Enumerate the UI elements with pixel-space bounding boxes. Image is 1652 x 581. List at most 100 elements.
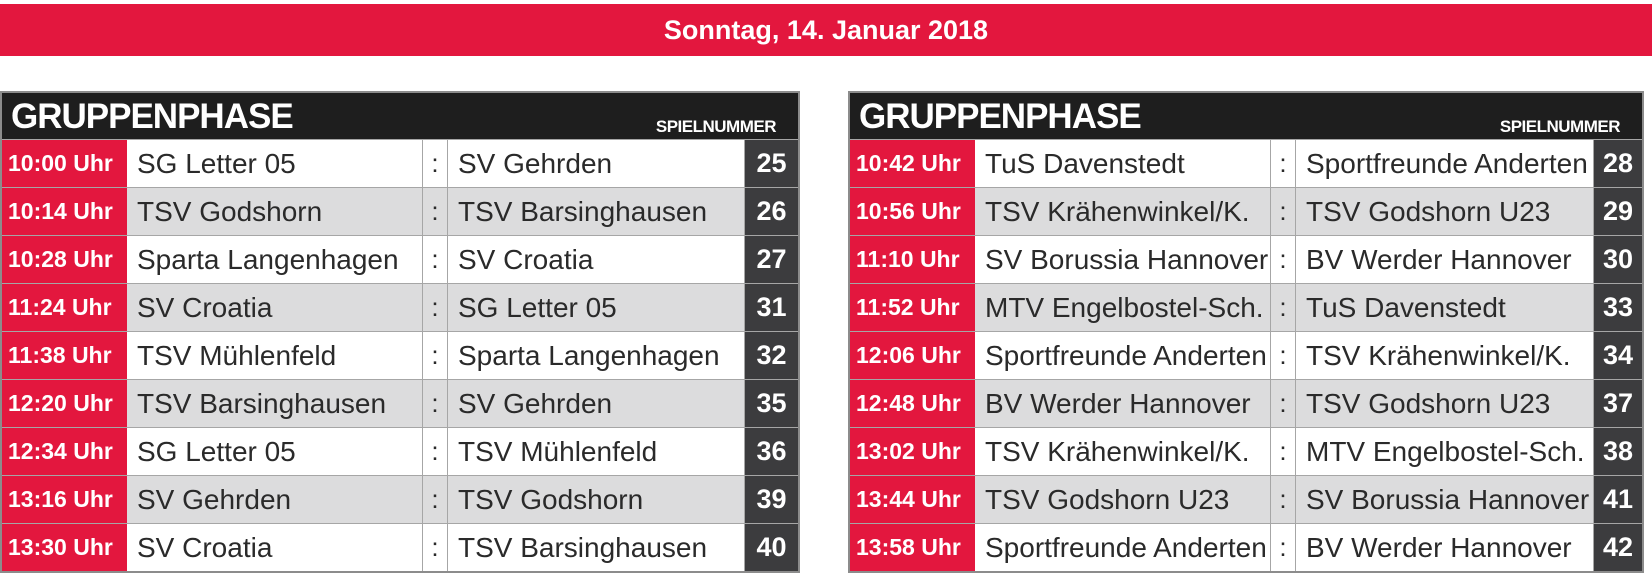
- table-row: 12:48 Uhr BV Werder Hannover: TSV Godshorn…: [850, 379, 1642, 427]
- score-separator: :: [1270, 236, 1296, 283]
- match-time: 13:58 Uhr: [850, 524, 975, 571]
- home-team: Sportfreunde Anderten: [985, 531, 1267, 563]
- match-time: 13:30 Uhr: [2, 524, 127, 571]
- schedule-table-right: GRUPPENPHASE SPIELNUMMER 10:42 Uhr TuS Da…: [848, 91, 1644, 573]
- score-separator: :: [1270, 284, 1296, 331]
- match-time: 11:24 Uhr: [2, 284, 127, 331]
- score-separator: :: [1270, 380, 1296, 427]
- date-banner: Sonntag, 14. Januar 2018: [0, 4, 1652, 56]
- table-row: 11:24 Uhr SV Croatia: SG Letter 05 31: [2, 283, 798, 331]
- score-separator: :: [422, 284, 448, 331]
- table-row: 13:02 Uhr TSV Krähenwinkel/K.: MTV Engelbo…: [850, 427, 1642, 475]
- home-team: TSV Godshorn: [137, 195, 323, 227]
- score-separator: :: [1270, 332, 1296, 379]
- away-team: TSV Barsinghausen: [458, 531, 708, 563]
- home-team: SV Croatia: [137, 291, 273, 323]
- table-row: 13:16 Uhr SV Gehrden: TSV Godshorn 39: [2, 475, 798, 523]
- match-time: 11:52 Uhr: [850, 284, 975, 331]
- table-row: 11:10 Uhr SV Borussia Hannover: BV Werder …: [850, 235, 1642, 283]
- table-row: 10:56 Uhr TSV Krähenwinkel/K.: TSV Godshor…: [850, 187, 1642, 235]
- away-team: MTV Engelbostel-Sch.: [1306, 435, 1585, 467]
- match-time: 11:10 Uhr: [850, 236, 975, 283]
- away-team: TSV Barsinghausen: [458, 195, 708, 227]
- score-separator: :: [1270, 428, 1296, 475]
- table-title: GRUPPENPHASE: [859, 97, 1142, 136]
- score-separator: :: [1270, 188, 1296, 235]
- score-separator: :: [422, 428, 448, 475]
- table-row: 13:58 Uhr Sportfreunde Anderten: BV Werder…: [850, 523, 1642, 571]
- table-row: 10:42 Uhr TuS Davenstedt: Sportfreunde And…: [850, 139, 1642, 187]
- home-team: TuS Davenstedt: [985, 147, 1185, 179]
- home-team: TSV Krähenwinkel/K.: [985, 435, 1250, 467]
- away-team: TuS Davenstedt: [1306, 291, 1506, 323]
- score-separator: :: [1270, 524, 1296, 571]
- home-team: Sparta Langenhagen: [137, 243, 399, 275]
- score-separator: :: [422, 380, 448, 427]
- score-separator: :: [422, 476, 448, 523]
- match-number: 41: [1593, 476, 1642, 523]
- away-team: BV Werder Hannover: [1306, 531, 1572, 563]
- match-number: 26: [744, 188, 798, 235]
- match-time: 10:56 Uhr: [850, 188, 975, 235]
- match-number: 27: [744, 236, 798, 283]
- schedule-table-left: GRUPPENPHASE SPIELNUMMER 10:00 Uhr SG Let…: [0, 91, 800, 573]
- home-team: TSV Barsinghausen: [137, 387, 387, 419]
- score-separator: :: [1270, 476, 1296, 523]
- away-team: TSV Godshorn U23: [1306, 195, 1551, 227]
- away-team: SV Borussia Hannover: [1306, 483, 1590, 515]
- match-time: 12:06 Uhr: [850, 332, 975, 379]
- home-team: Sportfreunde Anderten: [985, 339, 1267, 371]
- match-time: 10:14 Uhr: [2, 188, 127, 235]
- table-row: 13:30 Uhr SV Croatia: TSV Barsinghausen 40: [2, 523, 798, 571]
- away-team: BV Werder Hannover: [1306, 243, 1572, 275]
- table-header: GRUPPENPHASE SPIELNUMMER: [850, 93, 1642, 139]
- match-time: 13:02 Uhr: [850, 428, 975, 475]
- match-number: 40: [744, 524, 798, 571]
- match-number: 33: [1593, 284, 1642, 331]
- table-body: 10:42 Uhr TuS Davenstedt: Sportfreunde And…: [850, 139, 1642, 571]
- table-row: 13:44 Uhr TSV Godshorn U23: SV Borussia Ha…: [850, 475, 1642, 523]
- match-number: 25: [744, 140, 798, 187]
- match-time: 10:28 Uhr: [2, 236, 127, 283]
- table-row: 12:34 Uhr SG Letter 05: TSV Mühlenfeld 36: [2, 427, 798, 475]
- away-team: TSV Godshorn U23: [1306, 387, 1551, 419]
- table-title: GRUPPENPHASE: [11, 97, 294, 136]
- table-body: 10:00 Uhr SG Letter 05: SV Gehrden 25 10:14 …: [2, 139, 798, 571]
- match-time: 10:00 Uhr: [2, 140, 127, 187]
- score-separator: :: [422, 332, 448, 379]
- home-team: TSV Mühlenfeld: [137, 339, 337, 371]
- home-team: SG Letter 05: [137, 435, 296, 467]
- match-time: 12:20 Uhr: [2, 380, 127, 427]
- match-time: 11:38 Uhr: [2, 332, 127, 379]
- home-team: TSV Godshorn U23: [985, 483, 1230, 515]
- table-row: 11:52 Uhr MTV Engelbostel-Sch.: TuS Davens…: [850, 283, 1642, 331]
- home-team: SV Borussia Hannover: [985, 243, 1269, 275]
- table-row: 12:06 Uhr Sportfreunde Anderten: TSV Krähe…: [850, 331, 1642, 379]
- home-team: BV Werder Hannover: [985, 387, 1251, 419]
- score-separator: :: [1270, 140, 1296, 187]
- away-team: SG Letter 05: [458, 291, 617, 323]
- table-row: 10:00 Uhr SG Letter 05: SV Gehrden 25: [2, 139, 798, 187]
- match-number: 28: [1593, 140, 1642, 187]
- table-row: 12:20 Uhr TSV Barsinghausen: SV Gehrden 35: [2, 379, 798, 427]
- away-team: SV Croatia: [458, 243, 594, 275]
- away-team: Sparta Langenhagen: [458, 339, 720, 371]
- match-number: 35: [744, 380, 798, 427]
- table-header: GRUPPENPHASE SPIELNUMMER: [2, 93, 798, 139]
- table-subtitle: SPIELNUMMER: [655, 117, 777, 136]
- away-team: Sportfreunde Anderten: [1306, 147, 1588, 179]
- match-number: 29: [1593, 188, 1642, 235]
- home-team: SV Gehrden: [137, 483, 292, 515]
- score-separator: :: [422, 140, 448, 187]
- table-row: 10:28 Uhr Sparta Langenhagen: SV Croatia 27: [2, 235, 798, 283]
- score-separator: :: [422, 524, 448, 571]
- match-time: 10:42 Uhr: [850, 140, 975, 187]
- away-team: SV Gehrden: [458, 387, 613, 419]
- match-time: 12:48 Uhr: [850, 380, 975, 427]
- home-team: SG Letter 05: [137, 147, 296, 179]
- match-time: 13:44 Uhr: [850, 476, 975, 523]
- match-number: 31: [744, 284, 798, 331]
- match-time: 12:34 Uhr: [2, 428, 127, 475]
- match-number: 30: [1593, 236, 1642, 283]
- home-team: MTV Engelbostel-Sch.: [985, 291, 1264, 323]
